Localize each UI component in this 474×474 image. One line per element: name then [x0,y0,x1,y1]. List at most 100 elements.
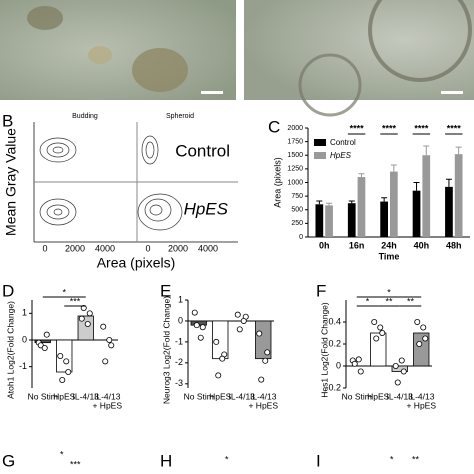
x-tick-label: HpES [367,391,390,401]
data-point [377,324,384,331]
x-tick-label: 16n [349,240,365,250]
data-point [240,317,247,324]
data-point [65,368,72,375]
panel-label: H [160,451,172,470]
significance: * [225,454,229,464]
data-point [193,322,200,329]
data-point [258,376,265,383]
x-axis-label: Time [379,251,400,261]
x-tick-label: 2000 [168,243,188,253]
y-axis-label: Hes1 Log2(Fold Change) [319,302,329,398]
error-bar [358,173,365,178]
data-point [213,338,220,345]
significance: *** [70,296,81,306]
data-point [57,352,64,359]
data-point [191,309,198,316]
x-tick-label: No Stim [342,391,372,401]
y-tick-label: 0.4 [328,316,341,326]
data-point [234,311,241,318]
data-point [199,324,206,331]
x-tick-label: + HpES [248,400,278,410]
error-bar [348,200,355,204]
x-tick-label: HpES [53,391,76,401]
bar [445,186,453,237]
row-label: Control [175,141,230,160]
error-bar [455,146,462,155]
y-axis-label: Atoh1 Log2(Fold Change) [5,301,15,399]
y-tick-label: 2000 [287,125,303,132]
data-point [371,318,378,325]
data-point [373,335,380,342]
y-tick-label: -1 [19,361,27,371]
panel-label: F [316,281,326,300]
x-tick-label: 40h [414,240,430,250]
panel-label: B [2,111,13,130]
bar [56,339,73,373]
y-axis-label: Neurog3 Log2(Fold Change) [161,296,171,404]
bar [34,339,51,344]
data-point [86,310,93,317]
error-bar [390,164,397,172]
x-tick-label: 24h [381,240,397,250]
x-tick-label: No Stim [184,391,214,401]
bar [422,155,431,237]
x-tick-label: 0 [145,243,150,253]
column-label: Budding [72,113,98,120]
significance: ** [412,454,420,464]
data-point [414,318,421,325]
legend-swatch [314,139,326,146]
data-point [219,355,226,362]
data-point [80,304,87,311]
data-point [63,358,70,365]
data-point [400,368,407,375]
x-tick-label: 0 [42,243,47,253]
y-tick-label: 1250 [287,166,303,173]
data-point [59,376,66,383]
significance: ** [407,296,415,306]
y-tick-label: -3 [175,378,183,388]
error-bar [381,197,388,202]
x-axis-label: Area (pixels) [97,255,176,271]
bar [380,201,388,237]
y-tick-label: 250 [291,220,303,227]
data-point [256,330,263,337]
y-tick-label: -0.2 [325,382,341,392]
significance: * [366,296,370,306]
panel-label: I [316,451,321,470]
data-point [394,379,401,386]
micrographs [0,0,474,117]
data-point [351,360,358,367]
x-tick-label: IL-4/13 [408,391,435,401]
y-tick-label: 1 [22,308,27,318]
x-tick-label: 0h [319,240,330,250]
significance: ** [385,296,393,306]
row-label: HpES [184,199,229,218]
data-point [398,357,405,364]
x-tick-label: 4000 [198,243,218,253]
data-point [37,342,44,349]
x-tick-label: HpES [209,391,232,401]
error-bar [423,145,430,156]
data-point [43,331,50,338]
data-point [100,323,107,330]
significance: * [60,449,64,459]
data-point [416,340,423,347]
legend-label: HpES [330,151,352,160]
y-tick-label: 1500 [287,152,303,159]
panel-b: B Budding Spheroid Control HpES Mean Gra… [2,111,238,271]
significance: * [62,287,66,297]
panel-label: D [2,281,14,300]
y-axis-label: Mean Gray Value [3,128,19,236]
x-tick-label: 2000 [65,243,85,253]
data-point [108,342,115,349]
data-point [264,349,271,356]
bar [315,204,324,237]
y-tick-label: 0 [22,334,27,344]
x-tick-label: IL-4/13 [229,391,256,401]
bar [454,154,463,237]
error-bar [326,202,333,206]
y-tick-label: 1000 [287,179,303,186]
x-tick-label: 4000 [95,243,115,253]
y-tick-label: 0.2 [328,338,341,348]
data-point [41,344,48,351]
